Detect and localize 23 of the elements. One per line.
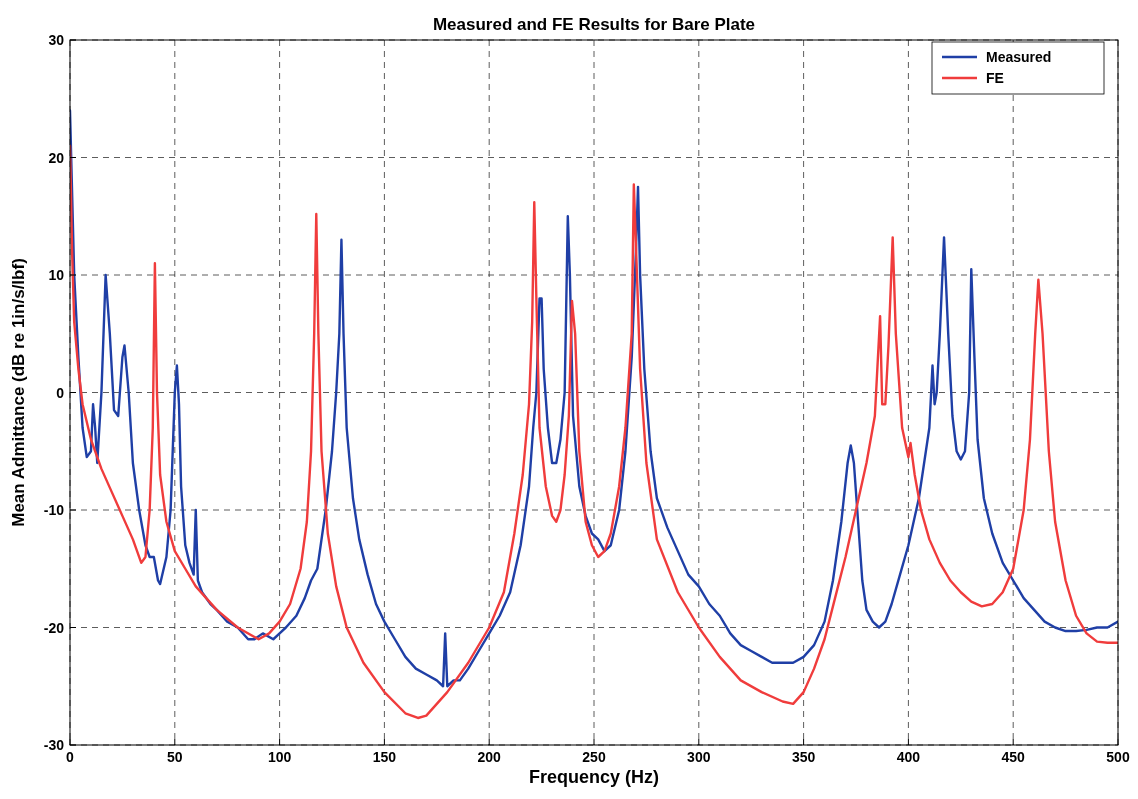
x-tick-label: 50	[167, 749, 183, 765]
x-tick-label: 400	[896, 749, 921, 765]
x-tick-label: 300	[687, 749, 711, 765]
x-tick-label: 100	[267, 749, 292, 765]
x-tick-label: 350	[791, 749, 816, 765]
x-tick-label: 250	[582, 749, 606, 765]
y-axis-title: Mean Admittance (dB re 1in/s/lbf)	[9, 258, 28, 527]
chart-title: Measured and FE Results for Bare Plate	[432, 15, 756, 34]
y-tick-label: -10	[43, 502, 65, 518]
y-tick-label: -30	[43, 737, 65, 753]
x-tick-label: 450	[1001, 749, 1026, 765]
x-tick-label: 0	[66, 749, 75, 765]
legend-label: FE	[986, 70, 1004, 86]
x-tick-label: 200	[477, 749, 502, 765]
x-tick-label: 150	[372, 749, 397, 765]
legend-label: Measured	[986, 49, 1052, 65]
y-tick-label: 10	[48, 267, 65, 283]
y-tick-label: 30	[48, 32, 65, 48]
y-tick-label: 0	[56, 384, 65, 401]
x-tick-label: 500	[1106, 749, 1130, 765]
y-tick-label: 20	[48, 149, 65, 166]
x-axis-title: Frequency (Hz)	[528, 767, 660, 787]
y-tick-label: -20	[43, 619, 65, 636]
